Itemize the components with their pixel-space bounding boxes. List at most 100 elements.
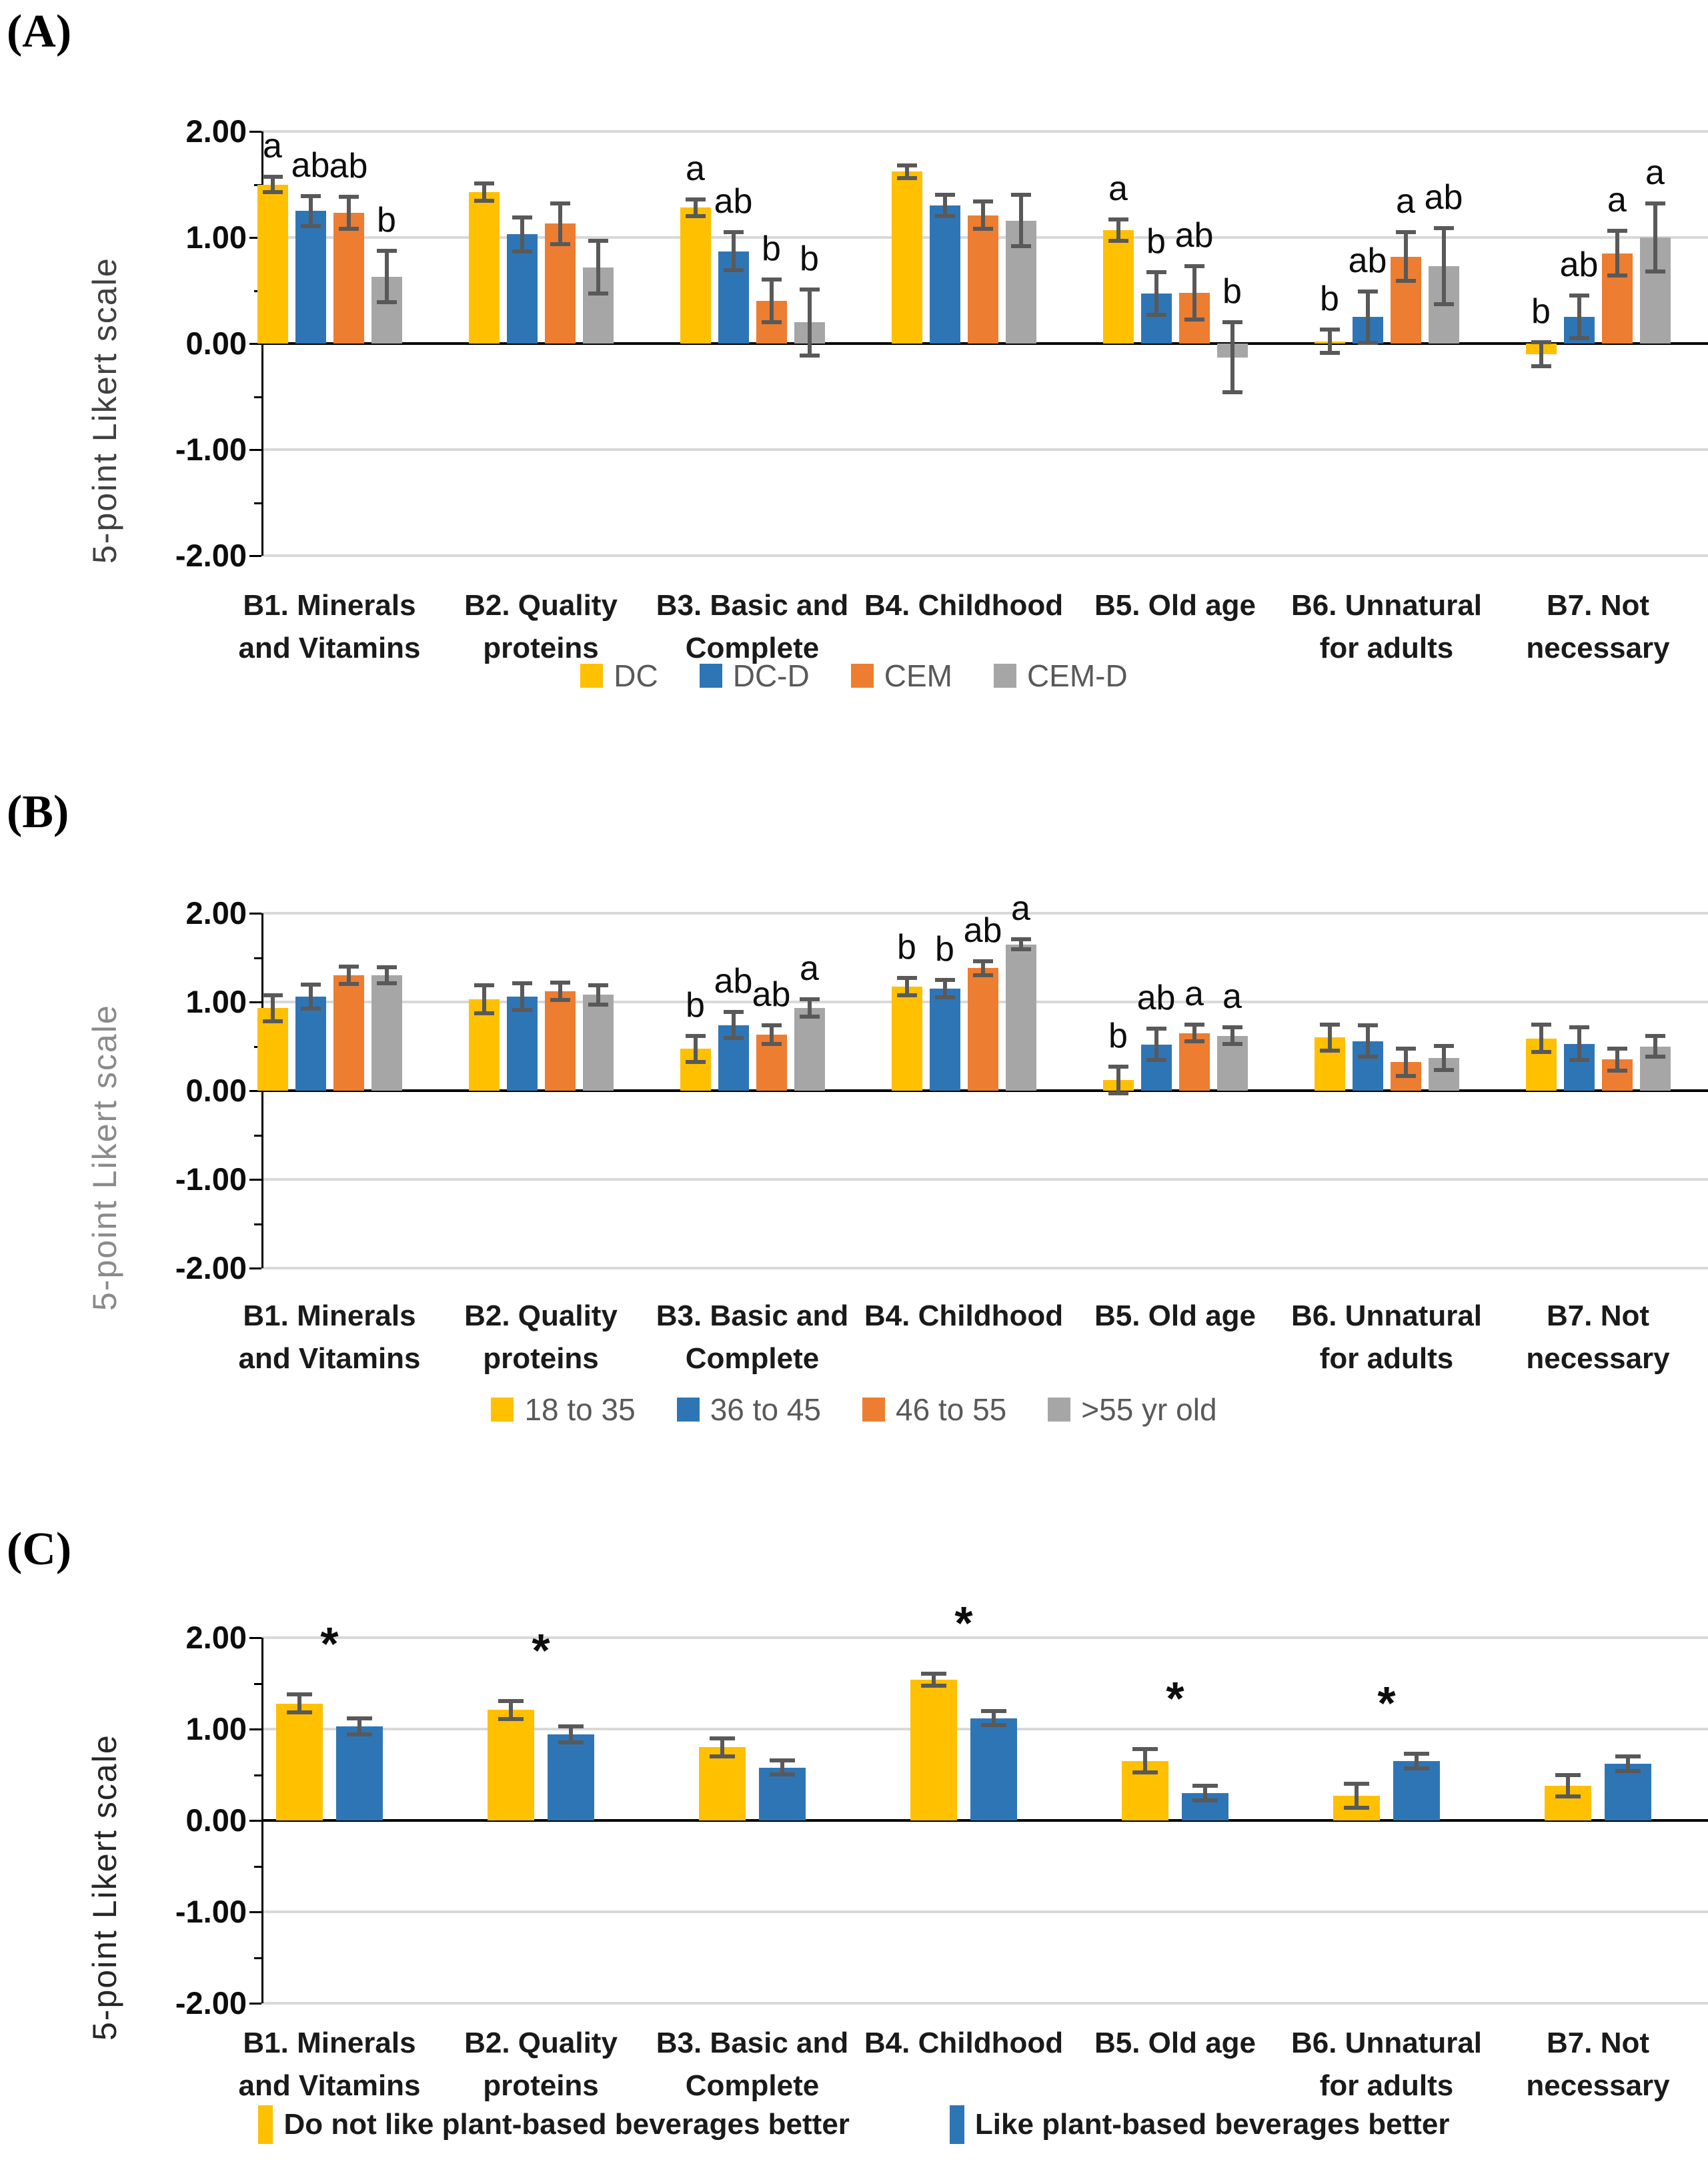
error-bar (1395, 229, 1416, 284)
bar (680, 207, 711, 344)
significance-letter: a (1222, 977, 1242, 1016)
y-axis-tick-label: 2.00 (185, 1620, 247, 1655)
error-bar-stem (932, 1671, 936, 1688)
error-bar (1555, 1772, 1581, 1799)
error-bar (347, 1716, 372, 1736)
y-axis-major-tick (249, 1728, 261, 1730)
category-label-line: B1. Minerals (243, 2027, 416, 2059)
bar (295, 997, 326, 1091)
error-bar (934, 978, 955, 999)
significance-asterisk: * (1166, 1672, 1184, 1725)
error-bar-stem (384, 249, 389, 305)
panel-letter: (A) (7, 6, 72, 57)
panel-letter: (B) (7, 786, 69, 838)
category-label: B2. Quality proteins (431, 584, 651, 670)
error-bar (1108, 1065, 1128, 1095)
error-bar-stem (1441, 225, 1446, 307)
error-bar-stem (980, 199, 985, 231)
error-bar (1146, 270, 1166, 318)
category-label-line: B3. Basic and (656, 1299, 849, 1332)
y-axis-tick-label: 1.00 (185, 219, 247, 255)
error-bar (376, 965, 397, 985)
bar (333, 975, 364, 1091)
error-bar (710, 1736, 735, 1758)
significance-letter: a (1011, 889, 1030, 928)
error-bar-stem (1653, 201, 1657, 274)
error-bar-stem (942, 978, 947, 999)
error-bar-stem (1192, 1022, 1196, 1044)
legend-swatch (993, 664, 1016, 688)
legend-label: Do not like plant-based beverages better (283, 2108, 850, 2141)
category-label: B1. Minerals and Vitamins (219, 2022, 440, 2107)
significance-letter: a (686, 149, 705, 188)
error-bar (338, 965, 359, 987)
error-bar-stem (1116, 217, 1120, 243)
significance-letter: b (1531, 292, 1551, 332)
category-label: B4. Childhood (854, 1295, 1074, 1337)
y-axis-major-tick (249, 1179, 261, 1181)
category-label: B5. Old age (1065, 1295, 1285, 1337)
significance-letter: ab (963, 911, 1002, 951)
error-bar-stem (308, 193, 313, 228)
y-axis-major-tick (249, 343, 261, 345)
significance-letter: b (800, 239, 819, 278)
error-bar-stem (1403, 229, 1408, 284)
category-label-line: and Vitamins (238, 2069, 421, 2102)
error-bar-stem (596, 238, 600, 296)
category-label-line: proteins (483, 2069, 599, 2102)
significance-letter: b (897, 928, 916, 967)
gridline (261, 1636, 1708, 1639)
error-bar-stem (1539, 340, 1543, 368)
y-axis-major-tick (249, 1637, 261, 1639)
significance-letter: ab (752, 975, 791, 1014)
legend-item: Do not like plant-based beverages better (258, 2105, 850, 2144)
gridline (261, 912, 1708, 915)
significance-asterisk: * (532, 1624, 550, 1676)
category-label-line: B3. Basic and (656, 2027, 849, 2059)
significance-asterisk: * (954, 1596, 973, 1649)
y-axis-minor-tick (254, 1223, 261, 1225)
category-label: B3. Basic and Complete (642, 584, 862, 670)
error-bar-stem (357, 1716, 361, 1736)
error-bar-stem (904, 163, 909, 181)
bar (506, 997, 538, 1091)
category-label: B1. Minerals and Vitamins (219, 1295, 440, 1380)
category-label-line: B2. Quality (464, 2027, 618, 2059)
legend-item: >55 yr old (1048, 1392, 1217, 1428)
error-bar (1184, 263, 1204, 322)
error-bar (550, 201, 570, 246)
legend-swatch (850, 664, 874, 688)
category-label-line: for adults (1319, 632, 1454, 664)
category-label-line: necessary (1526, 632, 1670, 664)
y-axis-tick-label: 1.00 (185, 984, 247, 1019)
gridline (261, 130, 1708, 133)
legend: 18 to 35 36 to 45 46 to 55 >55 yr old (0, 1392, 1708, 1428)
significance-letter: a (1645, 153, 1665, 192)
bar (1102, 229, 1134, 344)
error-bar (287, 1692, 312, 1715)
y-axis-minor-tick (254, 1134, 261, 1137)
y-axis-tick-label: 2.00 (185, 113, 247, 149)
error-bar (588, 238, 608, 296)
error-bar (1184, 1022, 1204, 1044)
category-label-line: necessary (1526, 1342, 1670, 1375)
significance-letter: ab (291, 145, 330, 185)
error-bar-stem (509, 1698, 513, 1721)
error-bar-stem (558, 981, 562, 1002)
error-bar (1319, 1022, 1340, 1053)
error-bar-stem (693, 197, 698, 219)
error-bar-stem (1355, 1782, 1359, 1810)
gridline (261, 1911, 1708, 1913)
error-bar (300, 193, 321, 228)
category-label-line: Complete (685, 2069, 820, 2102)
category-label: B4. Childhood (854, 584, 1074, 627)
y-axis-tick-label: 2.00 (185, 895, 247, 931)
error-bar-stem (1154, 270, 1158, 318)
error-bar (1433, 225, 1454, 307)
bar (910, 1680, 957, 1820)
error-bar (685, 197, 706, 219)
y-axis-line (261, 1638, 263, 2003)
bar (295, 211, 326, 344)
error-bar-stem (520, 215, 524, 253)
error-bar (1319, 328, 1340, 356)
